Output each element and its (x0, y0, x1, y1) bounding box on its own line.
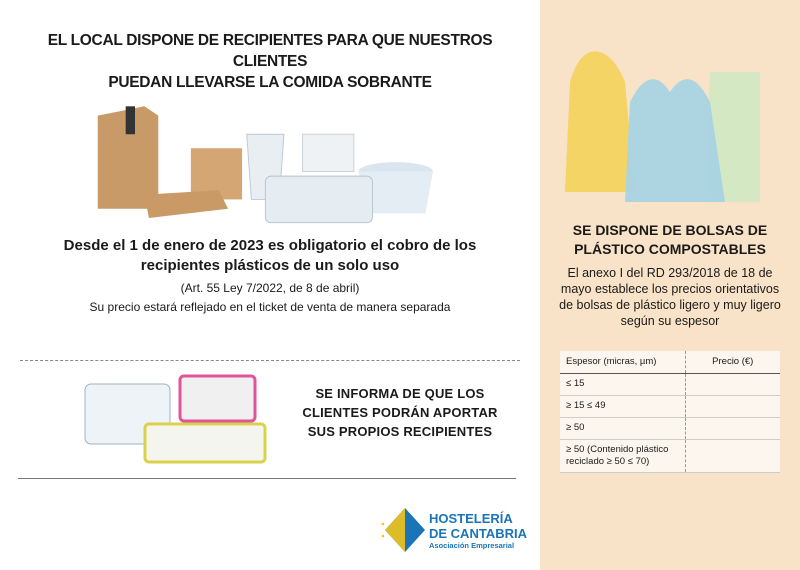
table-row: ≥ 15 ≤ 49 (560, 395, 780, 418)
table-header: Espesor (micras, µm) (560, 351, 685, 374)
logo-text: DE CANTABRIA (429, 526, 527, 541)
solid-divider (18, 478, 516, 479)
takeaway-containers-image (97, 106, 433, 224)
title-line: PLÁSTICO COMPOSTABLES (574, 241, 766, 257)
logo-text: HOSTELERÍA (429, 511, 513, 526)
plastic-bags-image (565, 51, 760, 202)
table-row: ≥ 50 (Contenido plástico reciclado ≥ 50 … (560, 439, 780, 473)
cell-price (684, 417, 780, 440)
headline: EL LOCAL DISPONE DE RECIPIENTES PARA QUE… (10, 30, 530, 93)
cell-thickness: ≤ 15 (560, 373, 685, 396)
table-header: Precio (€) (684, 351, 780, 374)
notice-line: Desde el 1 de enero de 2023 es obligator… (63, 237, 477, 254)
reusable-containers-image (84, 374, 267, 464)
bags-paragraph: El anexo I del RD 293/2018 de 18 de mayo… (559, 266, 781, 328)
obligation-notice: Desde el 1 de enero de 2023 es obligator… (10, 236, 530, 276)
price-table: Espesor (micras, µm) Precio (€) ≤ 15 ≥ 1… (560, 351, 780, 473)
inform-line: SUS PROPIOS RECIPIENTES (307, 424, 493, 439)
cell-price (684, 373, 780, 396)
table-row: ≤ 15 (560, 373, 780, 396)
cell-price (684, 395, 780, 418)
cell-thickness: ≥ 15 ≤ 49 (560, 395, 685, 418)
logo-diamond-icon (381, 508, 425, 552)
inform-line: SE INFORMA DE QUE LOS (315, 386, 485, 401)
cell-thickness: ≥ 50 (560, 417, 685, 440)
table-row: ≥ 50 (560, 417, 780, 440)
bags-title: SE DISPONE DE BOLSAS DE PLÁSTICO COMPOST… (550, 221, 790, 259)
cell-price (684, 439, 780, 473)
logo-text-block: HOSTELERÍA DE CANTABRIA Asociación Empre… (429, 511, 527, 551)
title-line: SE DISPONE DE BOLSAS DE (572, 222, 768, 238)
headline-line: EL LOCAL DISPONE DE RECIPIENTES PARA QUE… (47, 32, 493, 70)
price-note: Su precio estará reflejado en el ticket … (89, 300, 451, 314)
bags-column: SE DISPONE DE BOLSAS DE PLÁSTICO COMPOST… (550, 221, 790, 473)
inform-notice: SE INFORMA DE QUE LOS CLIENTES PODRÁN AP… (285, 384, 515, 441)
inform-line: CLIENTES PODRÁN APORTAR (302, 405, 498, 420)
logo-subtext: Asociación Empresarial (429, 541, 515, 550)
notice-line-bold: recipientes plásticos de un solo uso (140, 257, 400, 274)
headline-line: PUEDAN LLEVARSE LA COMIDA SOBRANTE (108, 74, 432, 91)
law-reference: (Art. 55 Ley 7/2022, de 8 de abril) (180, 281, 360, 295)
cell-thickness: ≥ 50 (Contenido plástico reciclado ≥ 50 … (560, 439, 685, 473)
hosteleria-cantabria-logo: HOSTELERÍA DE CANTABRIA Asociación Empre… (380, 500, 538, 562)
dashed-divider (20, 360, 520, 361)
left-column: EL LOCAL DISPONE DE RECIPIENTES PARA QUE… (10, 30, 530, 315)
